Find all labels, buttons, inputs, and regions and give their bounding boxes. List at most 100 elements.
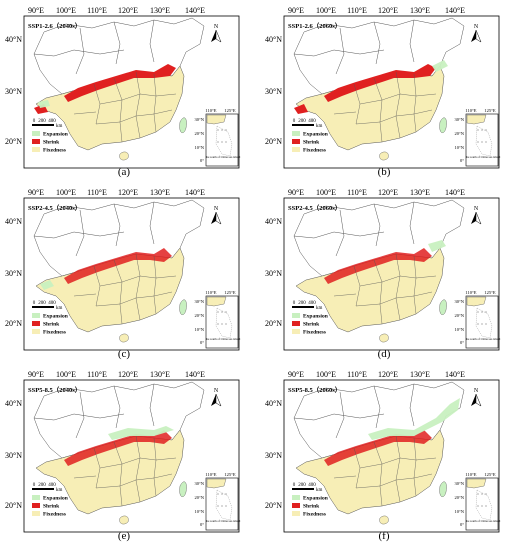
scale-unit: km — [56, 124, 63, 129]
north-label: N — [214, 24, 219, 30]
panel-caption-f: (f) — [378, 530, 390, 542]
map-panel-d: 90°E 100°E 110°E 120°E 130°E 140°E 40°N 30°N 20°… — [264, 186, 504, 361]
north-arrow-icon: N — [211, 388, 222, 407]
longitude-label: 100°E — [56, 188, 76, 197]
legend-label: Shrink — [43, 322, 60, 328]
scale-tick-label: 400 — [48, 483, 56, 488]
inset-longitude-label: 125°E — [484, 290, 496, 295]
longitude-label: 110°E — [87, 188, 107, 197]
map-svg: 90°E 100°E 110°E 120°E 130°E 140°E 40°N 30°N 20°… — [265, 6, 501, 169]
inset-latitude-label: 30°N — [194, 117, 204, 122]
panel-title: SSP5-8.5（2040s） — [28, 386, 81, 394]
legend-swatch — [32, 147, 40, 152]
taiwan-island — [179, 481, 187, 497]
longitude-label: 140°E — [445, 188, 465, 197]
latitude-label: 20°N — [265, 137, 282, 146]
longitude-label: 90°E — [288, 6, 304, 15]
inset-longitude-label: 110°E — [205, 108, 216, 113]
scale-bar — [292, 488, 314, 490]
inset-longitude-label: 125°E — [224, 472, 236, 477]
scale-tick-label: 0 — [33, 483, 36, 488]
scale-tick-label: 400 — [48, 119, 56, 124]
inset-longitude-label: 110°E — [205, 290, 216, 295]
inset-longitude-label: 125°E — [224, 108, 236, 113]
longitude-label: 130°E — [150, 6, 170, 15]
shrink-region — [324, 248, 432, 284]
inset-note: the south of China sea island — [206, 519, 241, 523]
scale-tick-label: 200 — [298, 301, 306, 306]
province-borders — [333, 253, 437, 325]
inset-latitude-label: 20°N — [454, 313, 464, 318]
legend-swatch — [292, 313, 300, 318]
legend-swatch — [292, 503, 300, 508]
legend-swatch — [292, 131, 300, 136]
scale-bar — [292, 306, 314, 308]
inset-latitude-label: 10°N — [454, 327, 464, 332]
legend-label: Expansion — [43, 132, 68, 138]
longitude-label: 140°E — [185, 6, 205, 15]
inset-latitude-label: 20°N — [194, 313, 204, 318]
longitude-label: 100°E — [56, 6, 76, 15]
map-panel-f: 90°E 100°E 110°E 120°E 130°E 140°E 40°N 30°N 20°… — [264, 368, 504, 543]
scale-unit: km — [316, 306, 323, 311]
scale-tick-label: 0 — [293, 119, 296, 124]
taiwan-island — [439, 481, 447, 497]
legend-label: Shrink — [303, 140, 320, 146]
longitude-label: 130°E — [410, 370, 430, 379]
legend-label: Shrink — [303, 322, 320, 328]
map-svg: 90°E 100°E 110°E 120°E 130°E 140°E 40°N 30°N 20°… — [5, 6, 241, 169]
legend-label: Fixedness — [303, 330, 326, 336]
longitude-label: 90°E — [28, 188, 44, 197]
legend-label: Fixedness — [43, 512, 66, 518]
legend-swatch — [32, 329, 40, 334]
longitude-label: 120°E — [118, 6, 138, 15]
longitude-label: 130°E — [150, 370, 170, 379]
map-panel-c: 90°E 100°E 110°E 120°E 130°E 140°E 40°N 30°N 20°… — [4, 186, 244, 361]
inset-longitude-label: 110°E — [205, 472, 216, 477]
hainan-island — [379, 333, 389, 343]
map-svg: 90°E 100°E 110°E 120°E 130°E 140°E 40°N 30°N 20°… — [5, 188, 241, 351]
scale-bar — [32, 124, 54, 126]
panel-title: SSP5-8.5（2060s） — [288, 386, 341, 394]
legend-swatch — [292, 147, 300, 152]
latitude-label: 30°N — [5, 451, 22, 460]
province-borders — [333, 71, 437, 143]
scale-bar — [32, 306, 54, 308]
longitude-label: 110°E — [347, 6, 367, 15]
latitude-label: 20°N — [265, 501, 282, 510]
inset-latitude-label: 20°N — [454, 495, 464, 500]
longitude-label: 90°E — [288, 188, 304, 197]
inset-latitude-label: 10°N — [454, 145, 464, 150]
inset-latitude-label: 0° — [460, 340, 464, 345]
legend-label: Fixedness — [43, 148, 66, 154]
longitude-label: 120°E — [378, 188, 398, 197]
latitude-label: 40°N — [265, 399, 282, 408]
inset-latitude-label: 20°N — [454, 131, 464, 136]
taiwan-island — [439, 299, 447, 315]
latitude-label: 20°N — [5, 137, 22, 146]
legend-label: Expansion — [303, 132, 328, 138]
legend-swatch — [32, 139, 40, 144]
legend-swatch — [292, 321, 300, 326]
longitude-label: 110°E — [87, 6, 107, 15]
scale-tick-label: 200 — [298, 483, 306, 488]
legend-swatch — [32, 511, 40, 516]
inset-note: the south of China sea island — [206, 155, 241, 159]
scale-tick-label: 0 — [293, 483, 296, 488]
expansion-region — [38, 100, 50, 108]
panel-title: SSP2-4.5（2040s） — [28, 204, 81, 212]
latitude-label: 30°N — [5, 87, 22, 96]
province-borders — [333, 435, 437, 507]
inset-latitude-label: 0° — [200, 158, 204, 163]
scale-tick-label: 0 — [33, 301, 36, 306]
latitude-label: 40°N — [265, 217, 282, 226]
longitude-label: 90°E — [288, 370, 304, 379]
panel-caption-c: (c) — [117, 348, 131, 360]
longitude-label: 140°E — [185, 188, 205, 197]
inset-longitude-label: 125°E — [484, 108, 496, 113]
inset-latitude-label: 30°N — [194, 299, 204, 304]
expansion-region — [108, 426, 174, 440]
scale-tick-label: 200 — [38, 119, 46, 124]
longitude-label: 90°E — [28, 370, 44, 379]
inset-latitude-label: 30°N — [454, 299, 464, 304]
